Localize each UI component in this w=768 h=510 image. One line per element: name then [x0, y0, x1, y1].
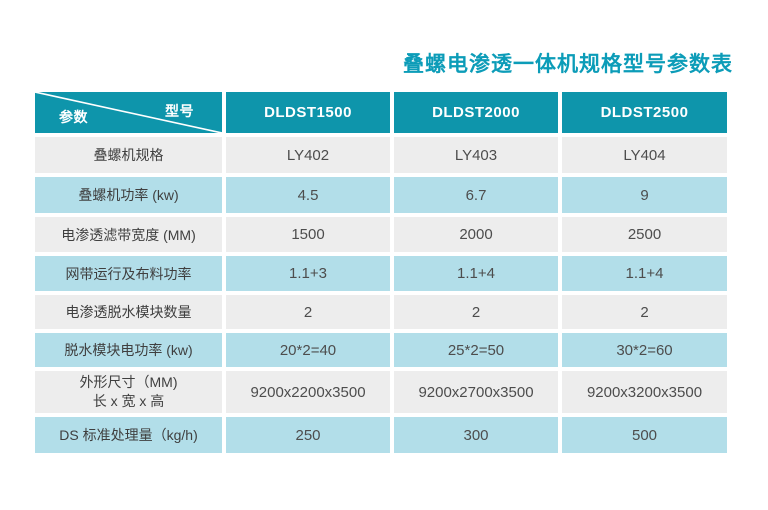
diagonal-divider-line — [35, 92, 222, 133]
corner-model-label: 型号 — [165, 103, 194, 119]
table-cell: LY404 — [562, 137, 727, 173]
row-label-module-count: 电渗透脱水模块数量 — [35, 295, 222, 329]
table-cell: 250 — [226, 417, 390, 453]
table-cell: 4.5 — [226, 177, 390, 213]
table-cell: 30*2=60 — [562, 333, 727, 367]
spec-table: 参数 型号 DLDST1500 DLDST2000 DLDST2500 叠螺机规… — [35, 92, 727, 453]
table-cell: 2 — [562, 295, 727, 329]
table-cell: LY403 — [394, 137, 558, 173]
row-label-belt-width: 电渗透滤带宽度 (MM) — [35, 217, 222, 252]
table-cell: 20*2=40 — [226, 333, 390, 367]
table-cell: 6.7 — [394, 177, 558, 213]
table-cell: 1.1+4 — [394, 256, 558, 291]
table-cell: 25*2=50 — [394, 333, 558, 367]
row-label-ds-capacity: DS 标准处理量（kg/h) — [35, 417, 222, 453]
corner-param-label: 参数 — [59, 109, 88, 125]
table-cell: 1.1+3 — [226, 256, 390, 291]
table-cell: 1.1+4 — [562, 256, 727, 291]
table-cell: 1500 — [226, 217, 390, 252]
dimensions-label-line1: 外形尺寸（MM) — [79, 374, 178, 391]
table-cell: 9 — [562, 177, 727, 213]
table-cell: 9200x2700x3500 — [394, 371, 558, 413]
page-title: 叠螺电渗透一体机规格型号参数表 — [403, 53, 733, 76]
table-cell: LY402 — [226, 137, 390, 173]
table-cell: 2 — [226, 295, 390, 329]
corner-header-cell: 参数 型号 — [35, 92, 222, 133]
column-header-dldst2000: DLDST2000 — [394, 92, 558, 133]
table-cell: 2500 — [562, 217, 727, 252]
column-header-dldst1500: DLDST1500 — [226, 92, 390, 133]
row-label-mesh-power: 网带运行及布料功率 — [35, 256, 222, 291]
row-label-screw-power: 叠螺机功率 (kw) — [35, 177, 222, 213]
row-label-module-power: 脱水模块电功率 (kw) — [35, 333, 222, 367]
table-cell: 9200x3200x3500 — [562, 371, 727, 413]
row-label-dimensions: 外形尺寸（MM) 长 x 宽 x 高 — [35, 371, 222, 413]
table-cell: 500 — [562, 417, 727, 453]
table-cell: 2 — [394, 295, 558, 329]
table-cell: 2000 — [394, 217, 558, 252]
column-header-dldst2500: DLDST2500 — [562, 92, 727, 133]
dimensions-label-line2: 长 x 宽 x 高 — [92, 393, 165, 409]
table-cell: 300 — [394, 417, 558, 453]
row-label-spec: 叠螺机规格 — [35, 137, 222, 173]
table-cell: 9200x2200x3500 — [226, 371, 390, 413]
